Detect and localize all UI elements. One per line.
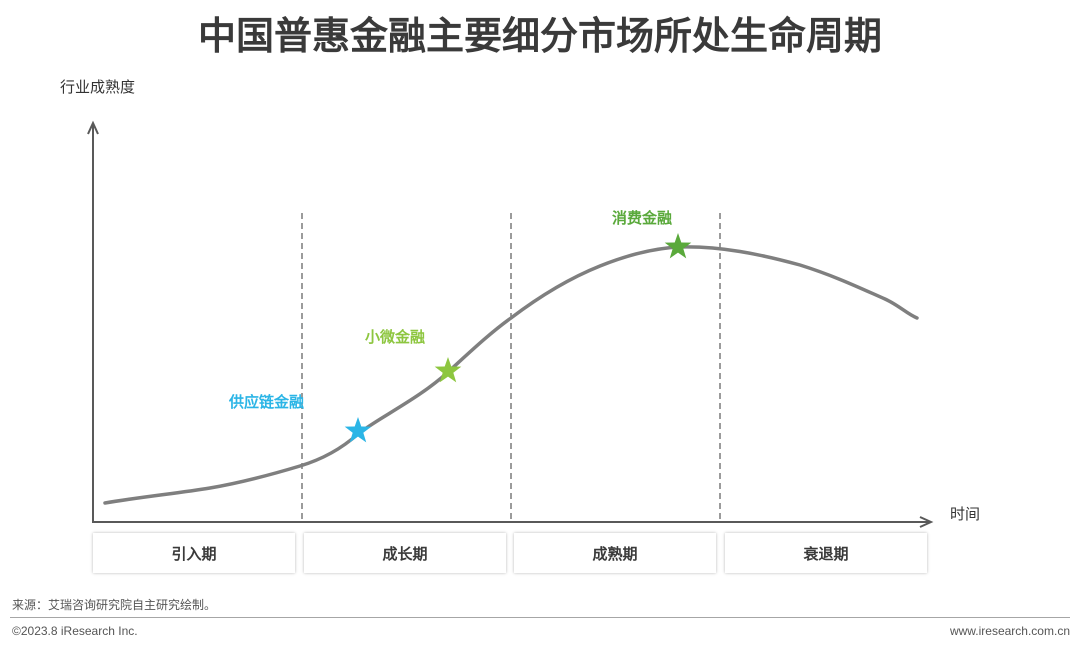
stage-box-decline: 衰退期: [725, 533, 927, 573]
star-icon: [344, 417, 372, 443]
footer-divider: [10, 617, 1070, 618]
marker-label-micro-small-finance: 小微金融: [365, 329, 426, 346]
copyright: ©2023.8 iResearch Inc.: [12, 624, 138, 638]
source-note: 来源：艾瑞咨询研究院自主研究绘制。: [12, 598, 217, 612]
stage-box-maturity: 成熟期: [514, 533, 716, 573]
star-icon: [664, 233, 692, 259]
page-title: 中国普惠金融主要细分市场所处生命周期: [197, 16, 882, 58]
marker-label-supply-chain-finance: 供应链金融: [229, 394, 305, 411]
stage-label: 引入期: [171, 545, 217, 563]
stage-box-introduction: 引入期: [93, 533, 295, 573]
x-axis-label: 时间: [950, 506, 981, 523]
stage-label: 成长期: [382, 545, 428, 563]
website-link: www.iresearch.com.cn: [949, 624, 1070, 638]
stage-label: 成熟期: [592, 545, 638, 563]
star-icon: [434, 357, 462, 383]
stage-box-growth: 成长期: [304, 533, 506, 573]
marker-label-consumer-finance: 消费金融: [612, 210, 673, 227]
x-axis-arrow-icon: [919, 516, 934, 528]
y-axis-label: 行业成熟度: [60, 79, 136, 96]
y-axis-arrow-icon: [87, 120, 99, 135]
lifecycle-curve: [103, 245, 919, 505]
stage-label: 衰退期: [803, 545, 849, 563]
